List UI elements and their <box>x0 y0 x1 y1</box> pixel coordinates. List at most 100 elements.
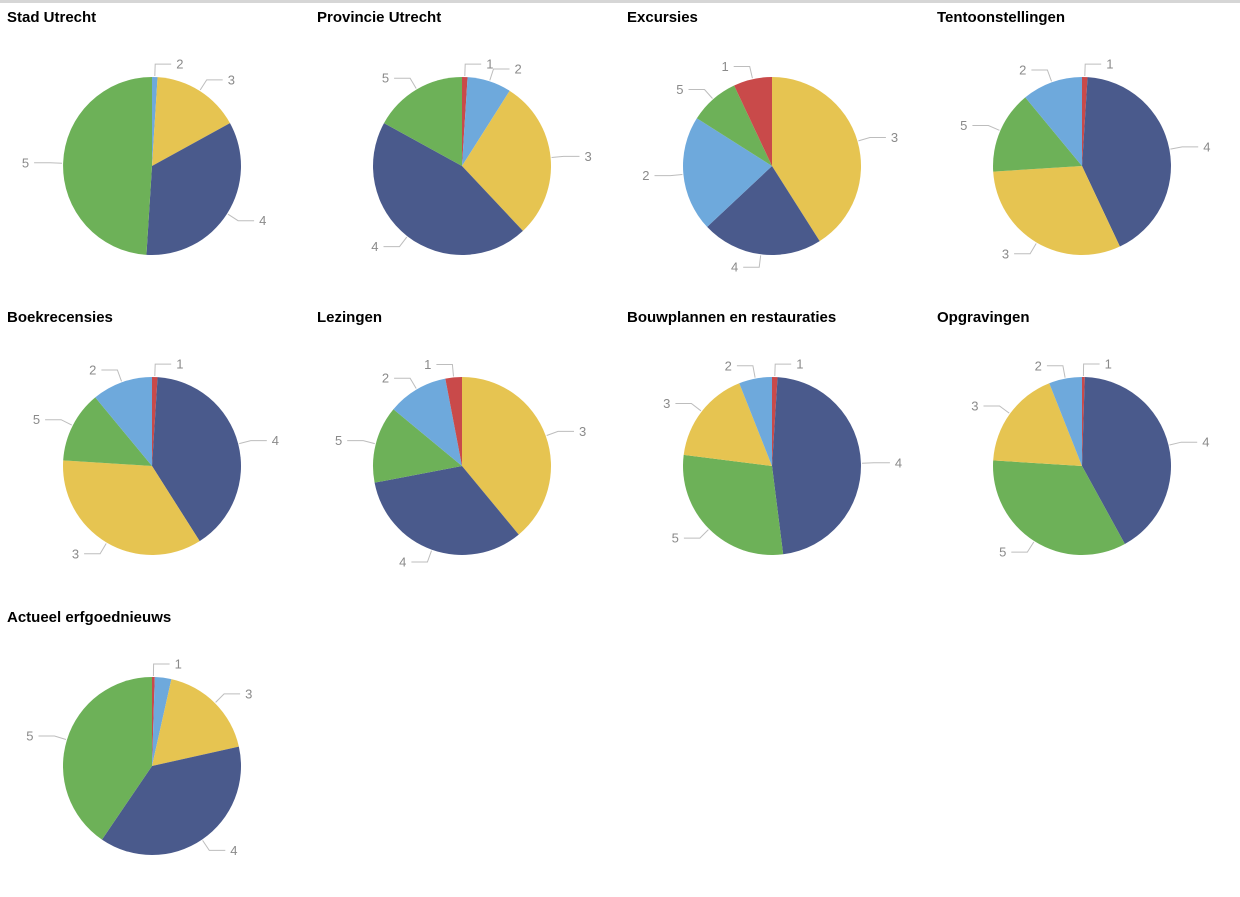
slice-label-2: 2 <box>382 371 389 386</box>
pie-slice-5[interactable] <box>993 460 1125 555</box>
pie-slice-2[interactable] <box>95 377 152 466</box>
slice-label-5: 5 <box>672 531 679 546</box>
slice-label-1: 1 <box>721 59 728 74</box>
pie-slice-2[interactable] <box>393 378 462 466</box>
pie-slice-2[interactable] <box>462 77 510 166</box>
pie-chart[interactable]: 1 3 4 5 <box>0 628 310 897</box>
chart-title: Excursies <box>627 9 698 26</box>
pie-slice-4[interactable] <box>1082 377 1172 544</box>
label-leader-line <box>736 365 756 378</box>
pie-slice-1[interactable] <box>734 77 772 166</box>
slice-label-4: 4 <box>272 433 279 448</box>
window-top-edge <box>0 0 1240 3</box>
label-leader-line <box>1014 243 1037 255</box>
label-leader-line <box>383 236 408 248</box>
label-leader-line <box>1046 365 1066 378</box>
pie-slice-3[interactable] <box>152 77 230 166</box>
label-leader-line <box>1011 541 1035 553</box>
pie-slice-2[interactable] <box>1025 77 1082 166</box>
pie-chart[interactable]: 3 4 2 5 1 <box>620 28 930 300</box>
slice-label-4: 4 <box>895 455 902 470</box>
label-leader-line <box>411 550 432 563</box>
label-leader-line <box>551 155 580 158</box>
slice-label-2: 2 <box>725 358 732 373</box>
chart-title: Bouwplannen en restauraties <box>627 309 837 326</box>
label-leader-line <box>394 77 417 89</box>
pie-slice-1[interactable] <box>1082 77 1088 166</box>
pie-slice-3[interactable] <box>772 77 862 242</box>
pie-slice-4[interactable] <box>146 123 241 255</box>
label-leader-line <box>239 440 267 445</box>
chart-title: Stad Utrecht <box>7 9 97 26</box>
pie-slice-4[interactable] <box>1082 77 1171 247</box>
pie-slice-3[interactable] <box>993 383 1082 466</box>
pie-chart[interactable]: 1 4 3 5 2 <box>0 328 310 600</box>
label-leader-line <box>774 363 792 377</box>
slice-label-2: 2 <box>176 57 183 72</box>
chart-title: Provincie Utrecht <box>317 9 442 26</box>
label-leader-line <box>202 840 226 851</box>
pie-slice-5[interactable] <box>993 97 1082 172</box>
slice-label-5: 5 <box>33 412 40 427</box>
pie-slice-5[interactable] <box>682 454 784 556</box>
pie-slice-2[interactable] <box>152 677 172 766</box>
pie-slice-1[interactable] <box>445 377 462 466</box>
slice-label-1: 1 <box>486 57 493 72</box>
label-leader-line <box>858 137 886 142</box>
pie-slice-4[interactable] <box>374 466 519 556</box>
slice-label-5: 5 <box>960 118 967 133</box>
pie-slice-3[interactable] <box>462 90 552 231</box>
pie-chart[interactable]: 1 4 5 3 2 <box>930 328 1240 600</box>
slice-label-4: 4 <box>371 239 378 254</box>
slice-label-1: 1 <box>1105 357 1112 372</box>
pie-slice-2[interactable] <box>1049 377 1082 466</box>
pie-slice-2[interactable] <box>739 377 772 466</box>
pie-slice-1[interactable] <box>772 377 778 466</box>
pie-slice-5[interactable] <box>373 409 462 483</box>
label-leader-line <box>464 63 482 77</box>
pie-slice-3[interactable] <box>993 166 1120 255</box>
label-leader-line <box>1169 441 1198 446</box>
slice-label-1: 1 <box>796 357 803 372</box>
slice-label-3: 3 <box>971 399 978 414</box>
label-leader-line <box>688 89 713 99</box>
pie-slice-5[interactable] <box>62 677 152 840</box>
pie-slice-5[interactable] <box>63 397 152 466</box>
slice-label-3: 3 <box>228 72 235 87</box>
slice-label-3: 3 <box>72 546 79 561</box>
pie-slice-3[interactable] <box>462 377 552 535</box>
pie-slice-2[interactable] <box>152 77 158 166</box>
pie-slice-1[interactable] <box>1082 376 1085 466</box>
slice-label-3: 3 <box>245 686 252 701</box>
pie-slice-4[interactable] <box>101 746 242 856</box>
label-leader-line <box>654 174 683 177</box>
pie-slice-3[interactable] <box>152 679 239 766</box>
pie-slice-4[interactable] <box>707 166 820 256</box>
pie-chart[interactable]: 2 3 4 5 <box>0 28 310 300</box>
label-leader-line <box>683 529 709 539</box>
pie-slice-2[interactable] <box>682 118 772 227</box>
pie-slice-1[interactable] <box>462 77 468 166</box>
pie-slice-5[interactable] <box>696 85 772 166</box>
pie-slice-1[interactable] <box>152 377 158 466</box>
pie-chart[interactable]: 1 2 3 4 5 <box>310 28 620 300</box>
slice-label-2: 2 <box>1035 358 1042 373</box>
label-leader-line <box>1031 69 1052 82</box>
pie-slice-5[interactable] <box>63 77 152 255</box>
pie-slice-4[interactable] <box>772 377 861 555</box>
pie-slice-3[interactable] <box>683 383 772 466</box>
slice-label-5: 5 <box>676 82 683 97</box>
pie-slice-5[interactable] <box>384 77 462 166</box>
label-leader-line <box>394 377 417 389</box>
chart-title: Tentoonstellingen <box>937 9 1066 26</box>
pie-chart[interactable]: 1 4 5 3 2 <box>620 328 930 600</box>
pie-slice-3[interactable] <box>63 460 200 556</box>
label-leader-line <box>84 543 107 555</box>
pie-slice-4[interactable] <box>152 377 242 542</box>
pie-slice-1[interactable] <box>152 676 155 766</box>
slice-label-1: 1 <box>176 357 183 372</box>
pie-slice-4[interactable] <box>373 123 523 255</box>
pie-chart[interactable]: 3 4 5 2 1 <box>310 328 620 600</box>
pie-chart[interactable]: 1 4 3 5 2 <box>930 28 1240 300</box>
label-leader-line <box>152 663 170 677</box>
